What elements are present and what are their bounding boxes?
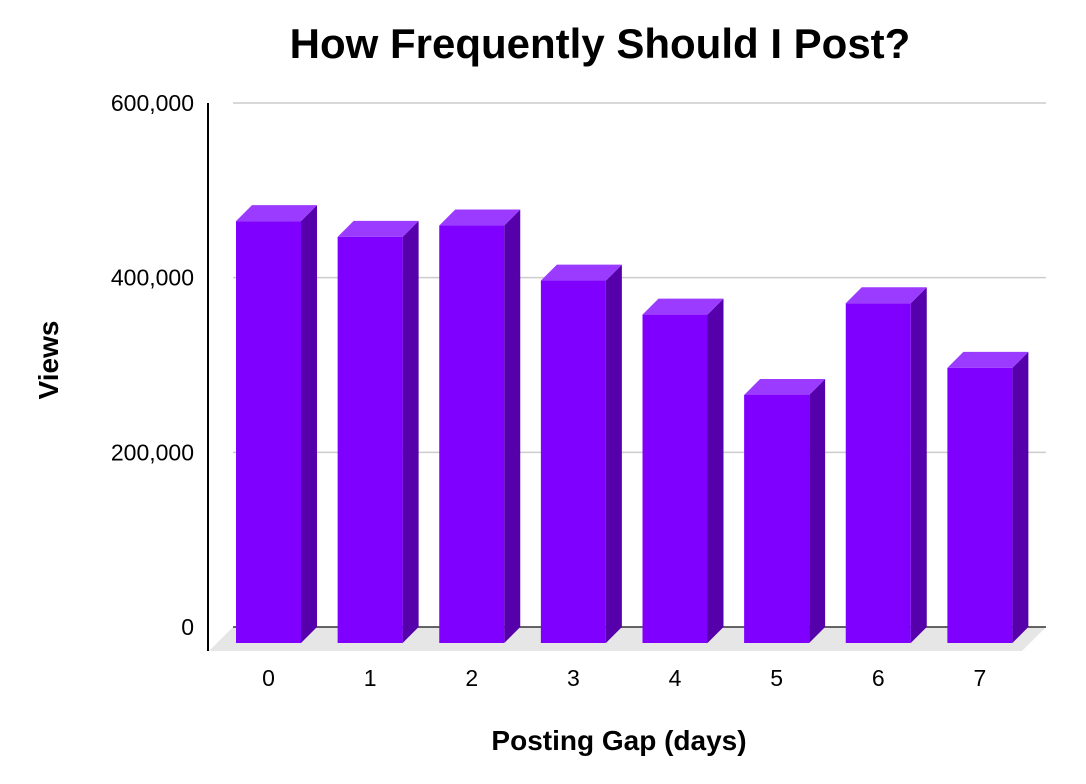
bar-side-3 [605,264,622,643]
bar-top-3 [540,264,622,281]
bar-side-1 [402,220,419,643]
x-tick-label: 2 [465,665,478,691]
bar-top-2 [439,209,521,226]
y-tick-labels: 0 200,000 400,000 600,000 [111,90,194,640]
floor-plane [209,627,1046,651]
bar-front-5 [744,394,810,643]
bar-top-4 [642,298,724,315]
y-tick-label: 200,000 [111,439,194,465]
bar-6 [845,287,927,643]
bar-front-7 [947,367,1013,643]
bar-top-5 [744,378,826,395]
bar-front-1 [337,236,403,643]
bar-1 [337,220,419,643]
bar-side-7 [1012,351,1029,643]
bar-4 [642,298,724,643]
bar-side-2 [504,209,521,643]
bar-3 [540,264,622,643]
x-tick-label: 4 [669,665,682,691]
y-tick-label: 0 [181,614,194,640]
x-tick-label: 7 [973,665,986,691]
x-axis-title: Posting Gap (days) [491,725,746,756]
bar-top-7 [947,351,1029,368]
x-tick-labels: 0 1 2 3 4 5 6 7 [262,665,986,691]
bar-side-5 [809,378,826,643]
bar-0 [236,205,317,643]
bars [236,205,1029,643]
chart-title: How Frequently Should I Post? [290,20,911,67]
x-tick-label: 3 [567,665,580,691]
bar-top-0 [236,205,317,222]
y-tick-label: 400,000 [111,265,194,291]
bar-5 [744,378,826,643]
bar-front-3 [540,280,606,643]
bar-top-1 [337,220,419,237]
bar-side-6 [910,287,927,643]
bar-front-2 [439,225,505,643]
x-tick-label: 5 [770,665,783,691]
bar-front-6 [845,303,911,643]
bar-side-4 [707,298,724,643]
y-tick-label: 600,000 [111,90,194,116]
x-tick-label: 1 [364,665,377,691]
bar-7 [947,351,1029,643]
x-tick-label: 6 [872,665,885,691]
bar-top-6 [845,287,927,304]
bar-front-4 [642,314,708,643]
bar-side-0 [301,205,317,643]
bar-front-0 [236,221,301,643]
x-tick-label: 0 [262,665,275,691]
y-axis-title: Views [33,321,64,400]
bar-2 [439,209,521,643]
